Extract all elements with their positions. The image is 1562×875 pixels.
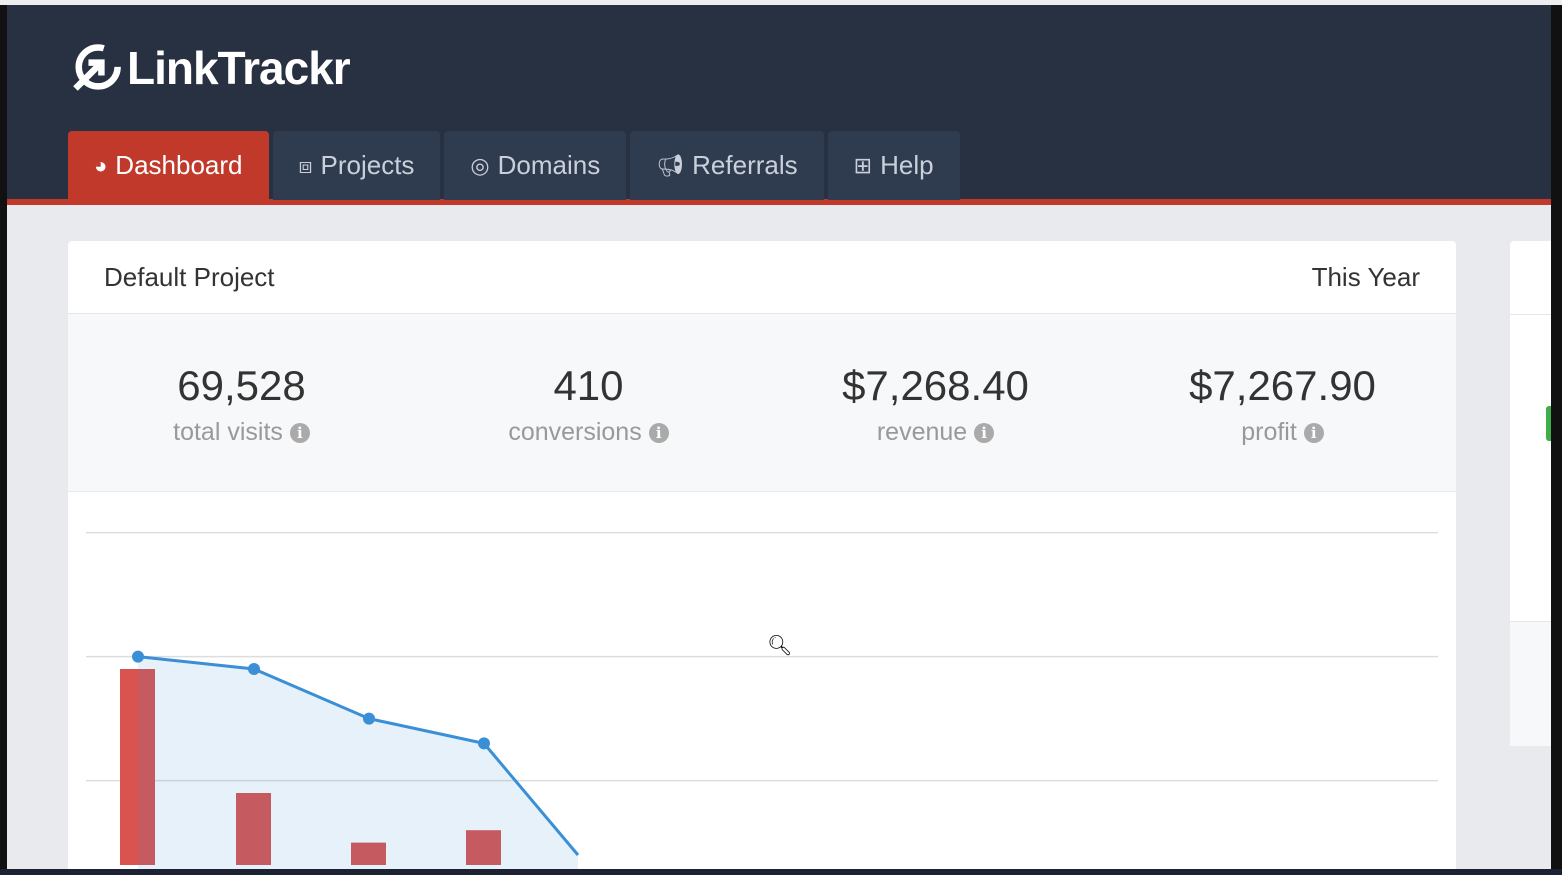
data-point (363, 712, 375, 725)
project-title: Default Project (104, 261, 275, 292)
stat-value: $7,268.40 (842, 362, 1029, 409)
stat-label: conversions (508, 418, 642, 446)
side-panel (1510, 241, 1551, 746)
top-header: LinkTrackr ◕ Dashboard ⧈ Projects ◎ Domains… (7, 5, 1551, 205)
info-icon[interactable]: i (289, 423, 310, 444)
green-button[interactable] (1546, 406, 1551, 441)
stat-label: profit (1241, 418, 1297, 446)
bar (120, 669, 155, 865)
zoom-cursor-icon: 🔍︎ (767, 635, 793, 657)
app-window: LinkTrackr ◕ Dashboard ⧈ Projects ◎ Domains… (7, 5, 1551, 869)
bullhorn-icon: 📢︎ (656, 152, 685, 178)
stat-value: $7,267.90 (1189, 362, 1376, 409)
data-point (478, 737, 490, 750)
stat-total-visits: 69,528 total visits i (68, 314, 415, 491)
tab-dashboard[interactable]: ◕ Dashboard (68, 131, 269, 200)
dashboard-gauge-icon: ◕ (94, 152, 108, 178)
period-selector[interactable]: This Year (1311, 261, 1420, 292)
tab-label: Domains (497, 150, 601, 180)
tab-label: Help (880, 150, 934, 180)
stats-row: 69,528 total visits i 410 conversions i $7… (68, 314, 1456, 492)
bar (466, 830, 501, 865)
tab-label: Referrals (692, 150, 798, 180)
logo-icon (73, 44, 121, 91)
tab-label: Dashboard (115, 150, 243, 180)
logo[interactable]: LinkTrackr (69, 41, 351, 95)
visits-chart (86, 531, 1438, 869)
info-icon[interactable]: i (648, 423, 669, 444)
stat-revenue: $7,268.40 revenue i (762, 314, 1109, 491)
bar (351, 842, 386, 865)
cubes-icon: ⧈ (298, 152, 313, 178)
stat-label: total visits (173, 418, 283, 446)
data-point (132, 650, 144, 663)
area-fill (138, 656, 578, 869)
medkit-icon: ⊞ (853, 152, 873, 178)
tab-domains[interactable]: ◎ Domains (444, 131, 627, 200)
logo-text: LinkTrackr (127, 42, 351, 94)
info-icon[interactable]: i (974, 423, 995, 444)
tab-referrals[interactable]: 📢︎ Referrals (630, 131, 824, 200)
card-header: Default Project This Year (68, 241, 1456, 314)
info-icon[interactable]: i (1303, 423, 1324, 444)
project-card: Default Project This Year 69,528 total vi… (68, 241, 1456, 869)
tab-projects[interactable]: ⧈ Projects (272, 131, 441, 200)
data-point (248, 663, 260, 675)
stat-label: revenue (876, 418, 968, 446)
bar (236, 793, 271, 865)
stat-value: 410 (553, 362, 624, 409)
tab-label: Projects (320, 150, 415, 180)
stat-profit: $7,267.90 profit i (1109, 314, 1456, 491)
compass-icon: ◎ (470, 152, 490, 178)
main-nav: ◕ Dashboard ⧈ Projects ◎ Domains 📢︎ Referral… (68, 131, 960, 200)
tab-help[interactable]: ⊞ Help (827, 131, 960, 200)
stat-conversions: 410 conversions i (415, 314, 762, 491)
stat-value: 69,528 (177, 362, 306, 409)
